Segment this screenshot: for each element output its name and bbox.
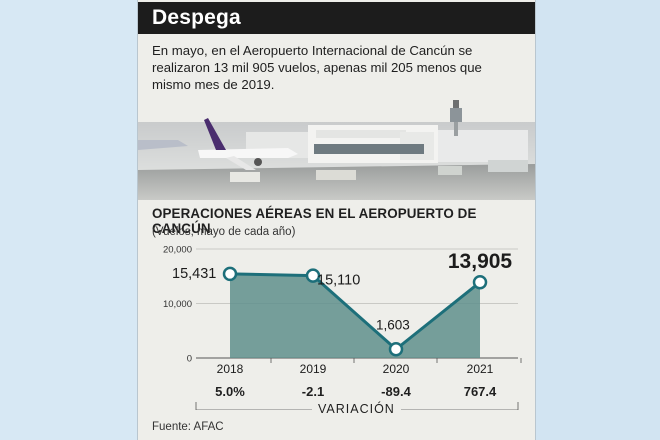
infographic-card: Despega En mayo, en el Aeropuerto Intern… <box>137 0 536 440</box>
variation-value: -2.1 <box>301 384 325 399</box>
airport-photo <box>138 100 535 200</box>
data-label: 13,905 <box>448 250 513 273</box>
variation-value: 767.4 <box>463 384 497 399</box>
headline: Despega <box>152 6 241 29</box>
y-tick-label: 10,000 <box>163 299 192 310</box>
chart-subtitle: (Vuelos, mayo de cada año) <box>152 226 296 238</box>
x-tick-label: 2018 <box>217 362 244 376</box>
x-tick-label: 2021 <box>467 362 494 376</box>
data-point <box>305 268 321 283</box>
x-tick-label: 2020 <box>383 362 410 376</box>
background-left <box>0 0 137 440</box>
background-right <box>534 0 660 440</box>
data-point <box>472 274 488 290</box>
x-tick-label: 2019 <box>300 362 327 376</box>
headline-bar: Despega <box>138 2 535 34</box>
variation-label: VARIACIÓN <box>312 402 401 416</box>
area-fill <box>230 273 480 358</box>
data-label: 15,431 <box>172 266 216 282</box>
summary-text: En mayo, en el Aeropuerto Internacional … <box>152 43 482 92</box>
variation-value: 5.0% <box>215 384 245 399</box>
data-label: 15,110 <box>317 273 360 289</box>
chart-title: OPERACIONES AÉREAS EN EL AEROPUERTO DE C… <box>152 206 477 236</box>
data-point <box>388 342 404 357</box>
area-chart: 0 10,000 20,000 15,431 15,110 1,603 13,905 2018… <box>163 245 522 410</box>
variation-value: -89.4 <box>381 384 411 399</box>
data-point <box>222 266 238 282</box>
y-tick-label: 0 <box>187 354 192 365</box>
series-line <box>229 272 481 351</box>
source-note: Fuente: AFAC <box>152 421 224 433</box>
y-tick-label: 20,000 <box>163 245 192 256</box>
data-label: 1,603 <box>376 317 410 332</box>
